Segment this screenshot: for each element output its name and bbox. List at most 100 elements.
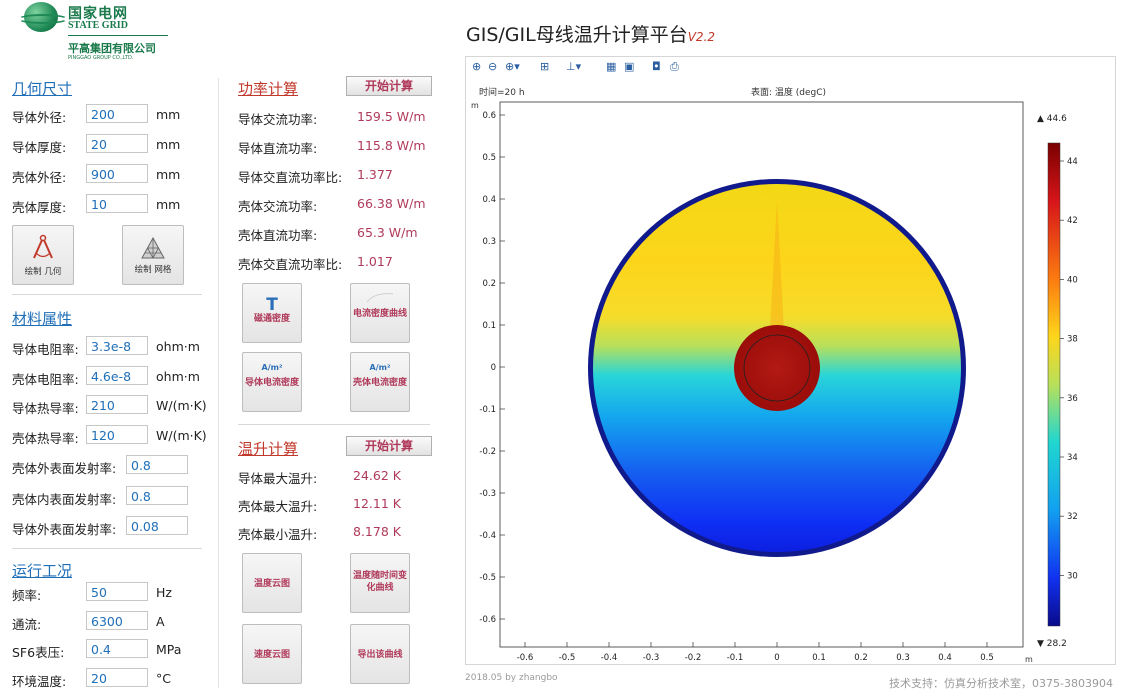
logo-divider bbox=[68, 35, 168, 36]
x-tick-label: -0.3 bbox=[643, 653, 660, 663]
flux-density-button[interactable]: T 磁通密度 bbox=[242, 283, 302, 343]
field-label: 通流: bbox=[12, 616, 42, 632]
x-tick-label: 0.4 bbox=[938, 653, 952, 663]
logo-text-cn: 国家电网 bbox=[68, 6, 128, 22]
field-input[interactable]: 0.8 bbox=[126, 485, 188, 505]
colorbar-tick-label: 34 bbox=[1067, 453, 1078, 463]
y-tick-label: 0.4 bbox=[482, 195, 496, 205]
field-input[interactable]: 20 bbox=[86, 134, 148, 153]
temperature-time-curve-button[interactable]: 温度随时间变化曲线 bbox=[350, 553, 410, 613]
section-divider bbox=[12, 294, 202, 295]
colorbar-tick-label: 38 bbox=[1067, 335, 1078, 345]
field-input[interactable]: 20 bbox=[86, 667, 148, 687]
x-tick-label: 0.3 bbox=[896, 653, 910, 663]
group-name-en: PINGGAO GROUP CO.,LTD. bbox=[68, 55, 134, 61]
temperature-row-value: 8.178 K bbox=[353, 524, 401, 539]
field-input[interactable]: 0.4 bbox=[86, 639, 148, 658]
plume-region bbox=[770, 200, 784, 330]
zoom-box-icon[interactable]: ⊕▾ bbox=[505, 60, 520, 73]
field-input[interactable]: 120 bbox=[86, 424, 148, 444]
field-label: SF6表压: bbox=[12, 645, 65, 660]
draw-geometry-button[interactable]: 绘制 几何 bbox=[12, 225, 74, 285]
draw-mesh-button[interactable]: 绘制 网格 bbox=[122, 225, 184, 285]
temperature-row-value: 24.62 K bbox=[353, 468, 401, 483]
field-input[interactable]: 900 bbox=[86, 164, 148, 183]
colorbar-min: ▼ 28.2 bbox=[1037, 639, 1067, 649]
y-tick-label: -0.3 bbox=[479, 489, 496, 499]
temperature-map-button[interactable]: 温度云图 bbox=[242, 553, 302, 613]
zoom-extents-icon[interactable]: ⊞ bbox=[540, 60, 550, 73]
y-tick-label: 0.2 bbox=[482, 279, 496, 289]
conductor bbox=[734, 325, 820, 411]
print-icon[interactable]: ⎙ bbox=[670, 60, 679, 73]
x-tick-label: -0.4 bbox=[601, 653, 618, 663]
x-tick-label: -0.2 bbox=[685, 653, 702, 663]
field-unit: mm bbox=[156, 197, 181, 212]
power-row-label: 壳体直流功率: bbox=[238, 228, 318, 243]
power-row-value: 159.5 W/m bbox=[357, 109, 426, 124]
x-tick-label: 0.1 bbox=[812, 653, 826, 663]
mesh-icon bbox=[141, 236, 165, 259]
power-row-value: 65.3 W/m bbox=[357, 225, 418, 240]
y-tick-label: 0.6 bbox=[482, 111, 496, 121]
temperature-time-curve-label: 温度随时间变化曲线 bbox=[353, 571, 408, 593]
y-tick-label: -0.6 bbox=[479, 615, 496, 625]
grid-toggle-icon[interactable]: ▦ bbox=[606, 60, 617, 73]
y-tick-label: -0.5 bbox=[479, 573, 496, 583]
layout-toggle-icon[interactable]: ▣ bbox=[624, 60, 635, 73]
field-input[interactable]: 10 bbox=[86, 194, 148, 213]
surface-label: 表面: 温度 (degC) bbox=[751, 86, 826, 98]
axis-orientation-icon[interactable]: ⊥▾ bbox=[566, 60, 582, 73]
draw-mesh-label: 绘制 网格 bbox=[134, 265, 172, 275]
conductor-current-density-button[interactable]: A/m² 导体电流密度 bbox=[242, 352, 302, 412]
camera-icon[interactable]: ◘ bbox=[652, 60, 661, 73]
zoom-out-icon[interactable]: ⊖ bbox=[488, 60, 498, 73]
velocity-map-label: 速度云图 bbox=[253, 650, 290, 660]
field-label: 壳体厚度: bbox=[12, 200, 67, 215]
export-curve-button[interactable]: 导出该曲线 bbox=[350, 624, 410, 684]
power-row-value: 66.38 W/m bbox=[357, 196, 426, 211]
field-input[interactable]: 0.08 bbox=[126, 516, 188, 535]
colorbar-tick-label: 30 bbox=[1067, 571, 1078, 581]
y-axis-unit: m bbox=[471, 101, 479, 110]
temperature-start-button[interactable]: 开始计算 bbox=[346, 436, 432, 456]
field-unit: mm bbox=[156, 107, 181, 122]
state-grid-logo-icon bbox=[18, 2, 68, 32]
shell-current-density-button[interactable]: A/m² 壳体电流密度 bbox=[350, 352, 410, 412]
field-label: 壳体热导率: bbox=[12, 430, 79, 446]
field-unit: mm bbox=[156, 167, 181, 182]
app-title-text: GIS/GIL母线温升计算平台 bbox=[466, 24, 688, 46]
field-input[interactable]: 50 bbox=[86, 582, 148, 601]
x-tick-label: 0 bbox=[774, 653, 779, 663]
conductor-inner-boundary bbox=[743, 334, 811, 402]
field-label: 壳体外径: bbox=[12, 170, 67, 185]
app-title: GIS/GIL母线温升计算平台V2.2 bbox=[466, 20, 715, 47]
field-label: 导体厚度: bbox=[12, 140, 67, 155]
field-input[interactable]: 6300 bbox=[86, 610, 148, 630]
app-version: V2.2 bbox=[687, 30, 715, 44]
field-input[interactable]: 0.8 bbox=[126, 455, 188, 474]
velocity-map-button[interactable]: 速度云图 bbox=[242, 624, 302, 684]
temperature-row-label: 壳体最小温升: bbox=[238, 527, 318, 542]
plot-axes-box bbox=[499, 101, 1024, 648]
geometry-section-title: 几何尺寸 bbox=[12, 80, 73, 98]
field-unit: A bbox=[156, 613, 165, 629]
field-label: 壳体电阻率: bbox=[12, 371, 79, 387]
current-density-curve-button[interactable]: 电流密度曲线 bbox=[350, 283, 410, 343]
field-unit: ohm·m bbox=[156, 339, 200, 354]
power-start-button[interactable]: 开始计算 bbox=[346, 76, 432, 96]
logo-text-en: STATE GRID bbox=[68, 20, 128, 31]
field-input[interactable]: 4.6e-8 bbox=[86, 365, 148, 385]
field-unit: ohm·m bbox=[156, 368, 200, 384]
y-tick-label: 0 bbox=[491, 363, 496, 373]
export-curve-label: 导出该曲线 bbox=[357, 650, 403, 660]
current-density-curve-label: 电流密度曲线 bbox=[352, 309, 407, 319]
zoom-in-icon[interactable]: ⊕ bbox=[472, 60, 482, 73]
colorbar-ticks: 44 42 40 38 36 34 32 30 bbox=[1060, 157, 1078, 581]
field-input[interactable]: 200 bbox=[86, 104, 148, 123]
field-input[interactable]: 210 bbox=[86, 395, 148, 414]
compass-icon bbox=[33, 234, 53, 259]
field-input[interactable]: 3.3e-8 bbox=[86, 336, 148, 355]
footer-support: 技术支持：仿真分析技术室，0375-3803904 bbox=[889, 677, 1113, 690]
field-unit: W/(m·K) bbox=[156, 398, 207, 413]
